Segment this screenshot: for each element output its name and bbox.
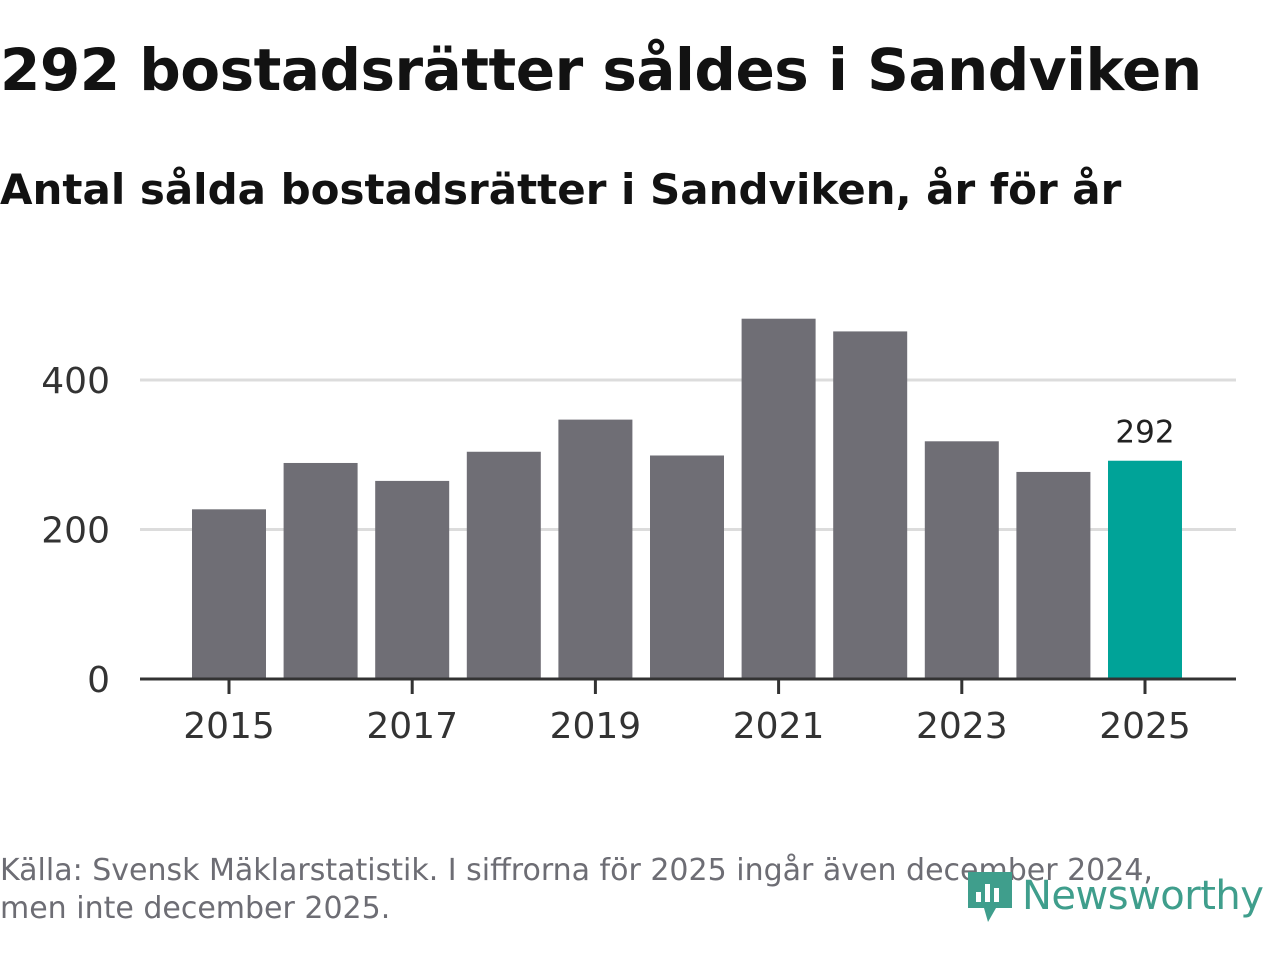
bar-2025 — [1108, 460, 1182, 679]
chart-title: 292 bostadsrätter såldes i Sandviken — [0, 36, 1202, 104]
chart-subtitle: Antal sålda bostadsrätter i Sandviken, å… — [0, 165, 1122, 214]
x-tick-label: 2017 — [366, 706, 458, 747]
bar-2024 — [1016, 471, 1091, 679]
bar-2023 — [924, 441, 999, 679]
bar-2020 — [650, 455, 724, 679]
bar-2018 — [466, 451, 541, 679]
y-axis-ticks: 0 200 400 — [41, 361, 110, 701]
x-tick-label: 2021 — [733, 706, 825, 747]
data-label: 292 — [1115, 415, 1174, 451]
bars — [192, 318, 1182, 679]
x-axis-ticks: 2015 2017 2019 2021 2023 2025 — [183, 679, 1191, 747]
x-tick-label: 2019 — [550, 706, 642, 747]
x-tick-label: 2015 — [183, 706, 275, 747]
x-tick-label: 2025 — [1099, 706, 1191, 747]
bar-2017 — [375, 480, 450, 679]
y-tick-label: 0 — [87, 660, 110, 701]
logo-text: Newsworthy — [1022, 873, 1264, 919]
source-line-1: Källa: Svensk Mäklarstatistik. I siffror… — [0, 853, 1153, 888]
bar-2019 — [558, 419, 633, 679]
y-tick-label: 200 — [41, 511, 110, 552]
bar-2022 — [833, 331, 908, 679]
newsworthy-logo: Newsworthy — [964, 866, 1264, 926]
y-tick-label: 400 — [41, 361, 110, 402]
bar-2015 — [192, 509, 266, 679]
data-labels: 292 — [1115, 415, 1174, 451]
source-note: Källa: Svensk Mäklarstatistik. I siffror… — [0, 852, 1240, 928]
bar-2016 — [283, 462, 358, 679]
x-tick-label: 2023 — [916, 706, 1008, 747]
bar-2021 — [741, 318, 816, 679]
newsworthy-logo-icon — [968, 872, 1012, 922]
source-line-2: men inte december 2025. — [0, 891, 391, 926]
bar-chart: 0 200 400 2015 2017 2019 2021 2023 2025 292 — [41, 318, 1236, 747]
